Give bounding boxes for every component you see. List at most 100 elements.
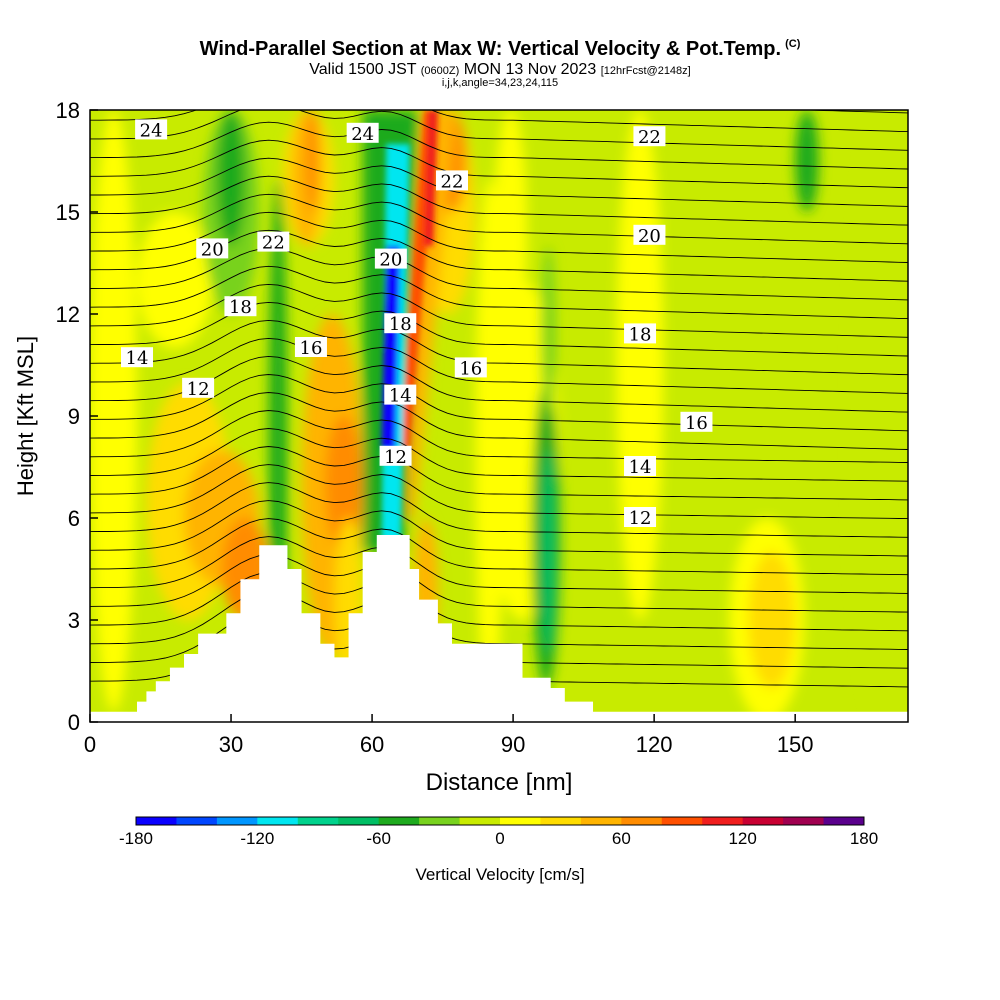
contour-label: 16 bbox=[294, 337, 327, 359]
grid-indices: i,j,k,angle=34,23,24,115 bbox=[441, 77, 559, 89]
colorbar: -180 -120 -60 0 60 120 180 Vertical Velocity [c… bbox=[119, 816, 878, 884]
contour-label: 14 bbox=[121, 347, 154, 369]
contour-label: 14 bbox=[384, 384, 417, 407]
colorbar-swatch bbox=[216, 817, 258, 825]
axes: 0 30 60 90 120 150 0 3 6 9 12 15 18 Distance [nm] Heig… bbox=[13, 98, 814, 796]
contour-label-text: 24 bbox=[351, 124, 374, 145]
contour-label-text: 16 bbox=[685, 413, 708, 434]
contour-label-text: 20 bbox=[379, 250, 402, 271]
colorbar-swatch bbox=[621, 817, 663, 825]
contour-label-text: 22 bbox=[638, 127, 661, 148]
colorbar-swatch bbox=[338, 817, 380, 825]
y-tick-label: 6 bbox=[68, 506, 80, 531]
x-tick-label: 0 bbox=[84, 732, 96, 757]
contour-label-box bbox=[454, 357, 487, 378]
y-tick-label: 12 bbox=[56, 302, 80, 327]
colorbar-swatch bbox=[419, 817, 461, 825]
contour-label-text: 12 bbox=[187, 379, 210, 400]
colorbar-tick-label: 0 bbox=[495, 829, 504, 848]
x-axis-label: Distance [nm] bbox=[426, 769, 573, 796]
contour-label-box bbox=[680, 411, 713, 432]
colorbar-swatch bbox=[783, 817, 825, 825]
theta-contours bbox=[90, 110, 908, 688]
contour-label-box bbox=[624, 456, 657, 476]
colorbar-swatch bbox=[136, 817, 177, 825]
contour-label-text: 18 bbox=[229, 297, 252, 318]
terrain-profile bbox=[90, 535, 908, 722]
contour-label-text: 16 bbox=[300, 338, 323, 359]
y-tick-label: 3 bbox=[68, 608, 80, 633]
contour-label: 12 bbox=[182, 377, 215, 400]
colorbar-swatch bbox=[257, 817, 299, 825]
contour-label-box bbox=[435, 170, 468, 191]
contour-label-box bbox=[121, 347, 154, 368]
x-tick-label: 150 bbox=[777, 732, 814, 757]
contour-label-box bbox=[224, 296, 257, 317]
contour-label-box bbox=[182, 377, 215, 398]
contour-label-box bbox=[135, 119, 168, 140]
colorbar-swatch bbox=[742, 817, 784, 825]
contour-label-text: 22 bbox=[262, 233, 285, 254]
contour-label: 20 bbox=[196, 238, 229, 260]
contour-label-box bbox=[196, 238, 229, 259]
colorbar-swatch bbox=[500, 817, 541, 825]
contour-label: 20 bbox=[374, 248, 407, 271]
contour-label: 22 bbox=[257, 231, 290, 254]
x-tick-label: 60 bbox=[360, 732, 384, 757]
contour-label: 12 bbox=[379, 445, 412, 468]
colorbar-tick-label: -60 bbox=[366, 829, 391, 848]
colorbar-tick-label: 60 bbox=[612, 829, 631, 848]
contour-label-box bbox=[346, 122, 379, 143]
contour-label-box bbox=[294, 337, 327, 357]
contour-label: 14 bbox=[624, 456, 657, 478]
colorbar-tick-label: 120 bbox=[728, 829, 756, 848]
colorbar-swatch bbox=[823, 817, 865, 825]
colorbar-tick-label: -180 bbox=[119, 829, 153, 848]
colorbar-swatch bbox=[176, 817, 218, 825]
contour-label-text: 14 bbox=[126, 348, 149, 369]
contour-label-text: 14 bbox=[629, 457, 652, 478]
colorbar-swatch bbox=[297, 817, 339, 825]
contour-label-text: 14 bbox=[389, 386, 412, 407]
contour-label-text: 20 bbox=[638, 226, 661, 247]
colorbar-swatch bbox=[580, 817, 622, 825]
contour-label-box bbox=[633, 126, 666, 147]
contour-label: 18 bbox=[624, 323, 657, 345]
contour-label-box bbox=[633, 224, 666, 245]
colorbar-swatch bbox=[378, 817, 420, 825]
colorbar-swatch bbox=[661, 817, 703, 825]
contour-label-box bbox=[624, 323, 657, 344]
contour-label-text: 18 bbox=[629, 324, 652, 345]
contour-label: 22 bbox=[633, 126, 666, 148]
colorbar-label: Vertical Velocity [cm/s] bbox=[415, 865, 584, 884]
contour-label: 22 bbox=[435, 170, 468, 192]
contour-label-text: 24 bbox=[140, 120, 163, 141]
contour-label-box bbox=[374, 248, 407, 269]
y-tick-label: 15 bbox=[56, 200, 80, 225]
colorbar-tick-label: 180 bbox=[850, 829, 878, 848]
chart-title: Wind-Parallel Section at Max W: Vertical… bbox=[199, 38, 801, 60]
contour-label-box bbox=[384, 384, 417, 405]
x-tick-label: 30 bbox=[219, 732, 243, 757]
contour-label-text: 22 bbox=[441, 171, 464, 192]
contour-label: 24 bbox=[135, 119, 168, 141]
y-axis-label: Height [Kft MSL] bbox=[13, 336, 38, 496]
contour-label: 18 bbox=[384, 313, 417, 335]
contour-label-text: 12 bbox=[629, 508, 652, 529]
contour-label-box bbox=[257, 231, 290, 252]
colorbar-swatch bbox=[702, 817, 744, 825]
colorbar-swatch bbox=[459, 817, 501, 825]
contour-label: 12 bbox=[624, 507, 657, 529]
contour-labels: 24 24 22 22 22 20 20 20 18 18 18 16 16 16 14 14 14 12 12 12 bbox=[121, 119, 713, 529]
x-tick-label: 120 bbox=[636, 732, 673, 757]
contour-label: 16 bbox=[680, 411, 713, 434]
contour-label-text: 12 bbox=[384, 447, 407, 468]
colorbar-tick-label: -120 bbox=[240, 829, 274, 848]
contour-label-box bbox=[384, 313, 417, 334]
y-tick-label: 18 bbox=[56, 98, 80, 123]
contour-label-box bbox=[379, 445, 412, 466]
contour-label: 18 bbox=[224, 296, 257, 318]
contour-label: 24 bbox=[346, 122, 379, 145]
contour-label-text: 16 bbox=[459, 358, 482, 379]
